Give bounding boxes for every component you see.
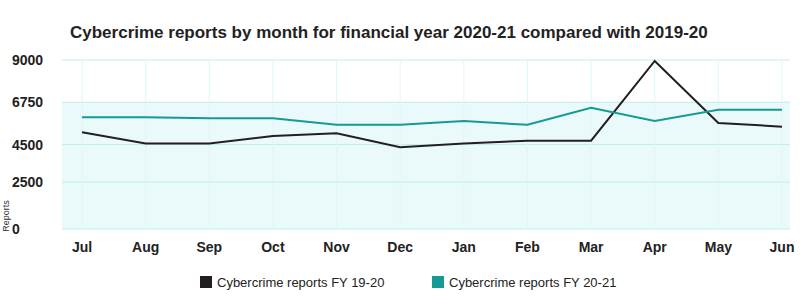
y-tick-label: 0 bbox=[12, 221, 20, 237]
y-tick-label: 4500 bbox=[12, 137, 43, 153]
grid-line-vertical bbox=[272, 60, 273, 229]
x-tick-label: Nov bbox=[323, 239, 350, 255]
series-line bbox=[82, 61, 782, 147]
x-tick-label: Apr bbox=[643, 239, 668, 255]
legend-label: Cybercrime reports FY 20-21 bbox=[449, 275, 616, 290]
x-tick-label: Jul bbox=[72, 239, 92, 255]
legend-swatch bbox=[200, 276, 212, 288]
y-tick-label: 2500 bbox=[12, 174, 43, 190]
y-axis-label: Reports bbox=[1, 200, 11, 232]
grid-line bbox=[62, 229, 790, 230]
x-tick-label: Aug bbox=[132, 239, 159, 255]
series-line bbox=[82, 108, 782, 125]
grid-line-vertical bbox=[718, 60, 719, 229]
grid-line-vertical bbox=[400, 60, 401, 229]
x-tick-label: Dec bbox=[387, 239, 413, 255]
x-tick-label: May bbox=[705, 239, 732, 255]
grid-line-vertical bbox=[336, 60, 337, 229]
x-tick-label: Oct bbox=[261, 239, 285, 255]
grid-line-vertical bbox=[527, 60, 528, 229]
chart-root: Cybercrime reports by month for financia… bbox=[0, 0, 800, 299]
x-tick-label: Jan bbox=[452, 239, 476, 255]
y-tick-label: 6750 bbox=[12, 94, 43, 110]
chart-svg: Cybercrime reports by month for financia… bbox=[0, 0, 800, 299]
grid-line-vertical bbox=[82, 60, 83, 229]
grid-line bbox=[62, 102, 790, 103]
grid-line bbox=[62, 182, 790, 183]
grid-line bbox=[62, 60, 790, 61]
grid-line-vertical bbox=[591, 60, 592, 229]
x-tick-label: Feb bbox=[515, 239, 540, 255]
x-tick-label: Sep bbox=[196, 239, 222, 255]
legend-swatch bbox=[432, 276, 444, 288]
x-tick-label: Mar bbox=[579, 239, 604, 255]
grid-line-vertical bbox=[782, 60, 783, 229]
x-tick-label: Jun bbox=[770, 239, 795, 255]
plot-area bbox=[82, 61, 782, 147]
grid-line-vertical bbox=[654, 60, 655, 229]
y-tick-label: 9000 bbox=[12, 52, 43, 68]
plot-background bbox=[62, 102, 790, 229]
legend-label: Cybercrime reports FY 19-20 bbox=[217, 275, 384, 290]
title: Cybercrime reports by month for financia… bbox=[70, 23, 708, 42]
